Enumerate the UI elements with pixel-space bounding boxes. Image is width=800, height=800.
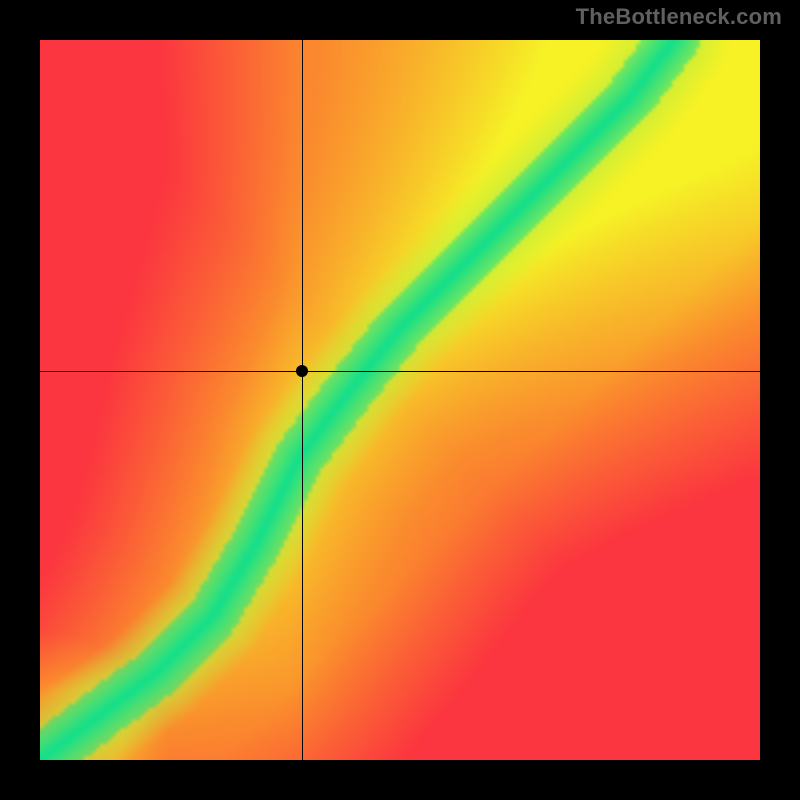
crosshair-horizontal bbox=[40, 371, 760, 372]
crosshair-vertical bbox=[302, 40, 303, 760]
heatmap-plot bbox=[40, 40, 760, 760]
data-point bbox=[296, 365, 308, 377]
heatmap-canvas bbox=[40, 40, 760, 760]
watermark: TheBottleneck.com bbox=[576, 4, 782, 30]
